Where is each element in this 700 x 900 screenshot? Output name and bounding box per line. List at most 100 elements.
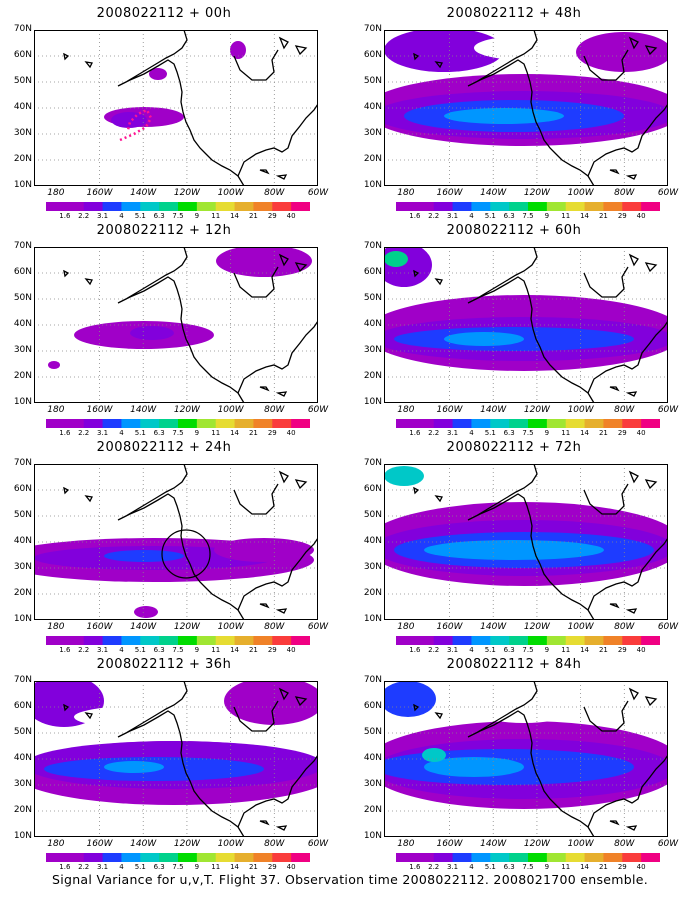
colorbar-swatch <box>272 419 292 428</box>
x-tick-label: 80W <box>264 622 285 632</box>
variance-field <box>34 538 314 618</box>
variance-map <box>384 247 668 403</box>
colorbar-swatch <box>159 419 179 428</box>
panel-title: 2008022112 + 36h <box>96 657 232 672</box>
coastline <box>587 537 668 611</box>
colorbar-label: 21 <box>248 863 258 871</box>
colorbar-label: 29 <box>267 646 277 654</box>
colorbar-label: 14 <box>580 429 590 437</box>
island <box>413 52 420 61</box>
colorbar-label: 3.1 <box>446 863 459 871</box>
island <box>259 603 270 609</box>
island <box>644 262 658 273</box>
colorbar-label: 6.3 <box>153 646 165 654</box>
x-tick-label: 160W <box>86 405 113 415</box>
colorbar-label: 5.1 <box>134 429 146 437</box>
colorbar-swatch <box>433 202 454 211</box>
colorbar-swatch <box>83 419 104 428</box>
island <box>628 36 639 50</box>
colorbar-label: 11 <box>561 212 571 220</box>
colorbar-label: 6.3 <box>503 212 515 220</box>
colorbar-label: 21 <box>598 429 608 437</box>
colorbar-label: 29 <box>267 429 277 437</box>
colorbar-label: 29 <box>617 429 627 437</box>
map-panel: 2008022112 + 60h 70N 60N 50N 40N 30N 20N 10N 180… <box>354 217 678 437</box>
x-tick-label: 120W <box>173 622 200 632</box>
y-tick-label: 10N <box>363 831 382 841</box>
colorbar-label: 40 <box>636 212 646 220</box>
y-tick-label: 60N <box>363 484 382 494</box>
grid-lines <box>34 681 318 837</box>
map-panel: 2008022112 + 36h 70N 60N 50N 40N 30N 20N 10N 180… <box>4 651 328 871</box>
colorbar-label: 2.2 <box>428 212 440 220</box>
y-tick-label: 20N <box>363 371 382 381</box>
variance-contour <box>424 540 604 560</box>
coastline <box>117 247 245 403</box>
colorbar-swatch <box>414 202 435 211</box>
y-tick-label: 50N <box>13 293 32 303</box>
y-tick-label: 70N <box>363 458 382 468</box>
colorbar-label: 7.5 <box>172 646 184 654</box>
colorbar-swatch <box>159 202 179 211</box>
colorbar-swatch <box>291 202 310 211</box>
x-tick-label: 160W <box>436 405 463 415</box>
colorbar <box>396 202 660 211</box>
island <box>278 687 289 701</box>
panel-title: 2008022112 + 84h <box>446 657 582 672</box>
colorbar-swatch <box>565 419 586 428</box>
colorbar-label: 4 <box>469 646 474 654</box>
island <box>434 495 443 503</box>
colorbar-label: 7.5 <box>522 429 534 437</box>
coastline <box>233 266 279 298</box>
colorbar-label: 6.3 <box>503 863 515 871</box>
colorbar-swatch <box>178 853 198 862</box>
colorbar-swatch <box>452 419 472 428</box>
colorbar-swatch <box>196 202 217 211</box>
map-frame <box>384 464 668 620</box>
colorbar <box>396 853 660 862</box>
coastline <box>583 700 629 732</box>
colorbar-label: 11 <box>561 429 571 437</box>
colorbar-label: 4 <box>119 646 124 654</box>
coastline <box>117 681 245 837</box>
colorbar-label: 11 <box>561 863 571 871</box>
coastlines <box>63 464 318 620</box>
low-variance-region <box>458 482 550 502</box>
colorbar-label: 9 <box>544 212 550 220</box>
colorbar-label: 5.1 <box>484 646 496 654</box>
island <box>294 262 308 273</box>
y-tick-label: 50N <box>363 510 382 520</box>
x-tick-label: 120W <box>523 405 550 415</box>
colorbar-swatch <box>215 419 236 428</box>
x-tick-label: 120W <box>173 405 200 415</box>
variance-contour <box>424 757 524 777</box>
island <box>63 52 70 61</box>
island <box>63 486 70 495</box>
y-tick-label: 40N <box>363 102 382 112</box>
panel-title: 2008022112 + 72h <box>446 440 582 455</box>
x-tick-label: 160W <box>86 622 113 632</box>
y-tick-label: 70N <box>13 675 32 685</box>
x-tick-label: 140W <box>130 188 157 198</box>
colorbar-swatch <box>584 202 604 211</box>
island <box>434 712 443 720</box>
colorbar-swatch <box>215 853 236 862</box>
y-tick-label: 30N <box>363 562 382 572</box>
colorbar-swatch <box>46 853 66 862</box>
x-tick-label: 80W <box>264 405 285 415</box>
map-frame <box>34 681 318 837</box>
colorbar-swatch <box>546 202 567 211</box>
colorbar-label: 9 <box>544 863 550 871</box>
island <box>644 45 658 56</box>
variance-field <box>48 247 312 369</box>
map-frame <box>384 681 668 837</box>
x-tick-label: 160W <box>86 839 113 849</box>
coastlines <box>63 681 318 837</box>
colorbar-label: 3.1 <box>96 212 109 220</box>
coastline <box>233 700 279 732</box>
y-tick-label: 40N <box>13 753 32 763</box>
y-tick-label: 40N <box>13 536 32 546</box>
colorbar-swatch <box>622 853 642 862</box>
colorbar <box>396 636 660 645</box>
colorbar-swatch <box>622 202 642 211</box>
